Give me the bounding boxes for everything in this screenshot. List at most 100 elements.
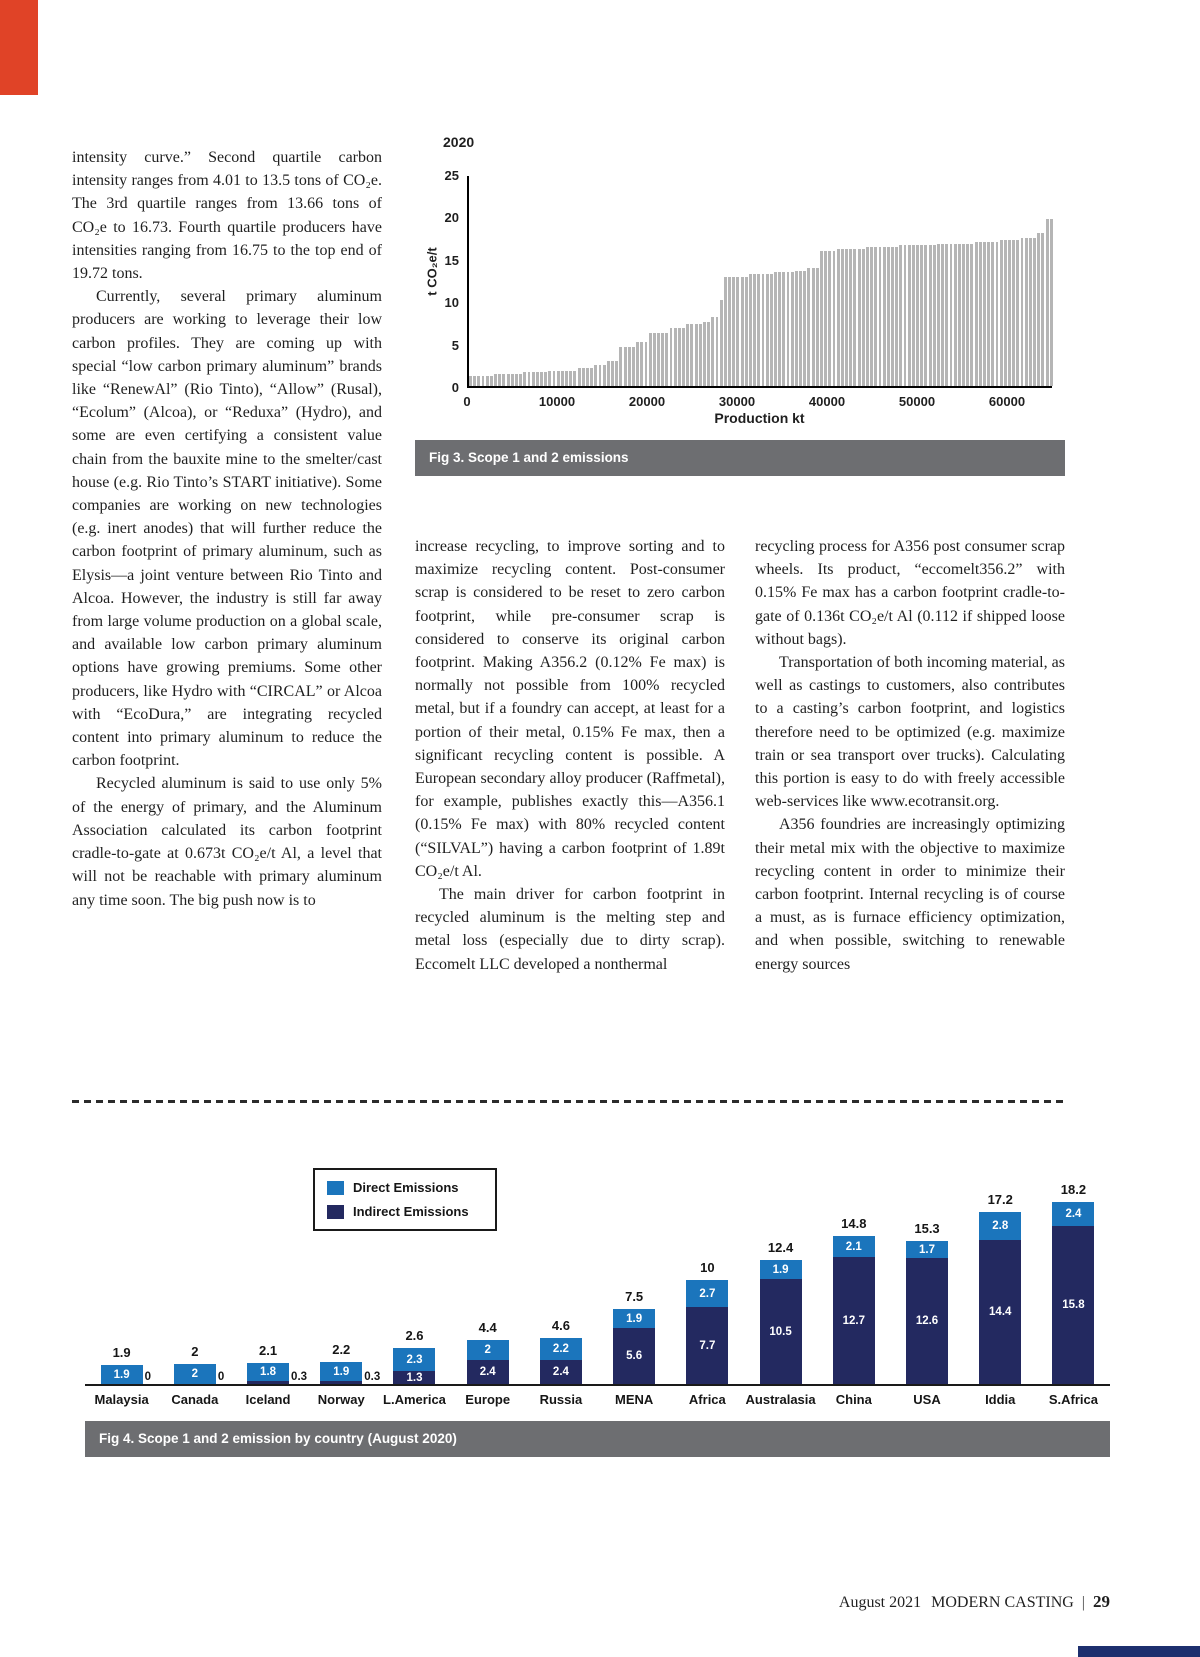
fig3-supply-bar [531, 372, 535, 386]
fig3-supply-bar [765, 274, 769, 386]
fig3-supply-bar [485, 375, 489, 386]
fig3-supply-bar [886, 246, 890, 386]
fig3-supply-bar [506, 374, 510, 386]
fig4-bar-stack: 1.9 [100, 1365, 143, 1384]
fig3-supply-bar [694, 324, 698, 386]
fig4-segment-direct: 2.7 [686, 1280, 729, 1307]
fig3-supply-bar [581, 368, 585, 386]
fig3-supply-bar [916, 245, 920, 386]
fig3-supply-bar [786, 272, 790, 386]
fig4-total-label: 14.8 [841, 1216, 867, 1231]
fig4-category-canada: Canada [171, 1392, 219, 1407]
fig4-segment-direct: 2.3 [393, 1348, 436, 1371]
fig4-bar-stack: 1.9 [320, 1362, 363, 1384]
fig4-category-russia: Russia [539, 1392, 583, 1407]
fig3-x-tick-label: 60000 [988, 394, 1026, 409]
fig3-supply-bar [903, 245, 907, 386]
article-column-3: recycling process for A356 post consumer… [755, 535, 1065, 976]
fig3-supply-bar [682, 328, 686, 386]
fig4-total-label: 4.4 [478, 1320, 497, 1335]
fig3-supply-bar [882, 246, 886, 386]
fig4-bar-stack: 2 2.4 [466, 1340, 509, 1384]
fig4-bar-group: 7.5 1.9 5.6 [598, 1168, 671, 1384]
fig4-segment-indirect: 12.7 [832, 1257, 875, 1384]
fig4-total-label: 10 [700, 1260, 715, 1275]
footer-magazine-title: MODERN CASTING [931, 1594, 1074, 1611]
fig3-supply-bar [782, 272, 786, 386]
fig4-bar-group: 10 2.7 7.7 [671, 1168, 744, 1384]
fig3-x-tick-label: 20000 [628, 394, 666, 409]
fig4-bar-group: 14.8 2.1 12.7 [817, 1168, 890, 1384]
fig3-supply-bar [878, 246, 882, 386]
legend-item-direct-emissions: Direct Emissions [327, 1180, 469, 1195]
fig4-segment-direct: 2 [173, 1364, 216, 1384]
fig4-category-norway: Norway [317, 1392, 365, 1407]
fig3-y-tick-label: 10 [444, 295, 459, 311]
fig3-supply-bar [535, 372, 539, 386]
fig4-total-label: 7.5 [625, 1289, 644, 1304]
fig3-supply-bar [748, 274, 752, 386]
fig4-total-label: 4.6 [551, 1318, 570, 1333]
fig3-supply-bar [991, 241, 995, 386]
fig4-bar-stack: 2.7 7.7 [686, 1280, 729, 1384]
fig3-supply-bar [982, 241, 986, 386]
fig4-category-europe: Europe [465, 1392, 511, 1407]
fig4-segment-value: 10.5 [769, 1325, 792, 1338]
fig3-supply-bar [636, 341, 640, 386]
fig3-supply-bar [523, 372, 527, 386]
fig3-supply-bar [840, 248, 844, 386]
fig4-category-australasia: Australasia [745, 1392, 816, 1407]
fig4-bar-stack: 2.3 1.3 [393, 1348, 436, 1384]
fig3-supply-bar [820, 251, 823, 386]
figure-4-emissions-by-country-chart: Direct Emissions Indirect Emissions 1.9 0… [85, 1168, 1110, 1457]
fig3-supply-bar [631, 347, 635, 386]
dashed-section-divider [72, 1100, 1065, 1103]
fig3-supply-bar [1045, 218, 1049, 386]
fig3-supply-bar [953, 243, 957, 386]
fig3-x-tick-label: 50000 [898, 394, 936, 409]
fig4-bar-group: 2.1 0.3 1.8 [231, 1168, 308, 1384]
fig4-segment-value: 0.3 [291, 1371, 308, 1383]
fig3-supply-bar [928, 245, 932, 386]
fig3-supply-bar [598, 364, 602, 386]
fig3-supply-bar [619, 347, 623, 386]
fig4-bar-group: 4.4 2 2.4 [451, 1168, 524, 1384]
fig3-x-tick-label: 30000 [718, 394, 756, 409]
fig3-supply-bar [606, 360, 610, 386]
fig3-supply-bar [920, 245, 924, 386]
fig4-bar-stack: 2.1 12.7 [832, 1236, 875, 1384]
fig3-supply-bar [494, 374, 497, 386]
fig4-bar-stack: 1.9 10.5 [759, 1260, 802, 1384]
fig4-bar-group: 15.3 1.7 12.6 [890, 1168, 963, 1384]
fig4-segment-direct: 2.4 [1052, 1202, 1095, 1226]
fig3-supply-bar [836, 248, 840, 386]
fig3-supply-bar [548, 370, 552, 386]
fig3-supply-bar [519, 374, 523, 386]
paragraph: Recycled aluminum is said to use only 5%… [72, 775, 382, 909]
legend-label: Direct Emissions [353, 1180, 459, 1195]
fig3-supply-bar [811, 268, 815, 386]
fig4-bar-group: 17.2 2.8 14.4 [964, 1168, 1037, 1384]
fig3-supply-bar [978, 241, 982, 386]
fig4-segment-value: 1.9 [626, 1312, 643, 1325]
fig3-supply-bar [832, 251, 836, 386]
fig3-supply-bar [799, 270, 803, 386]
fig3-x-axis-label: Production kt [714, 410, 805, 426]
fig3-supply-bar [690, 324, 694, 386]
fig3-supply-bar [753, 274, 757, 386]
fig3-supply-bar [665, 333, 669, 386]
fig4-caption: Fig 4. Scope 1 and 2 emission by country… [85, 1421, 1110, 1457]
fig3-supply-bar [677, 328, 681, 386]
indirect-emissions-swatch [327, 1204, 344, 1219]
footer-separator: | [1081, 1594, 1085, 1611]
paragraph: recycling process for A356 post consumer… [755, 538, 1065, 648]
fig3-supply-bar [865, 246, 869, 386]
fig3-supply-bar [502, 374, 506, 386]
fig4-bar-stack: 2.8 14.4 [979, 1212, 1022, 1384]
fig4-bar-group: 18.2 2.4 15.8 [1037, 1168, 1110, 1384]
fig4-segment-value: 1.8 [260, 1366, 277, 1378]
fig4-segment-direct: 1.9 [100, 1365, 143, 1384]
fig4-segment-direct: 1.8 [247, 1363, 290, 1381]
fig4-segment-value: 2.4 [1065, 1208, 1082, 1220]
fig3-supply-bar [845, 248, 848, 386]
